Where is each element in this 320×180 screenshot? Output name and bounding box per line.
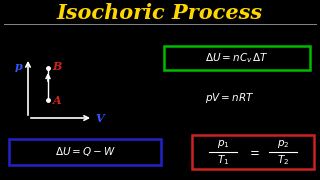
Text: V: V: [96, 114, 104, 125]
Text: B: B: [52, 62, 62, 73]
Text: $pV = nRT$: $pV = nRT$: [205, 91, 255, 105]
Text: $=$: $=$: [246, 145, 260, 159]
Text: $T_1$: $T_1$: [217, 153, 229, 167]
Text: $\Delta U = Q - W$: $\Delta U = Q - W$: [54, 145, 116, 159]
Text: $p_1$: $p_1$: [217, 138, 229, 150]
Text: Isochoric Process: Isochoric Process: [57, 3, 263, 23]
Text: $\Delta U = nC_v\,\Delta T$: $\Delta U = nC_v\,\Delta T$: [205, 51, 269, 65]
Bar: [192, 135, 314, 169]
Text: A: A: [53, 96, 61, 107]
Bar: [164, 46, 310, 70]
Text: p: p: [15, 60, 23, 71]
Text: $T_2$: $T_2$: [277, 153, 289, 167]
Text: $p_2$: $p_2$: [277, 138, 289, 150]
Bar: [9, 139, 161, 165]
